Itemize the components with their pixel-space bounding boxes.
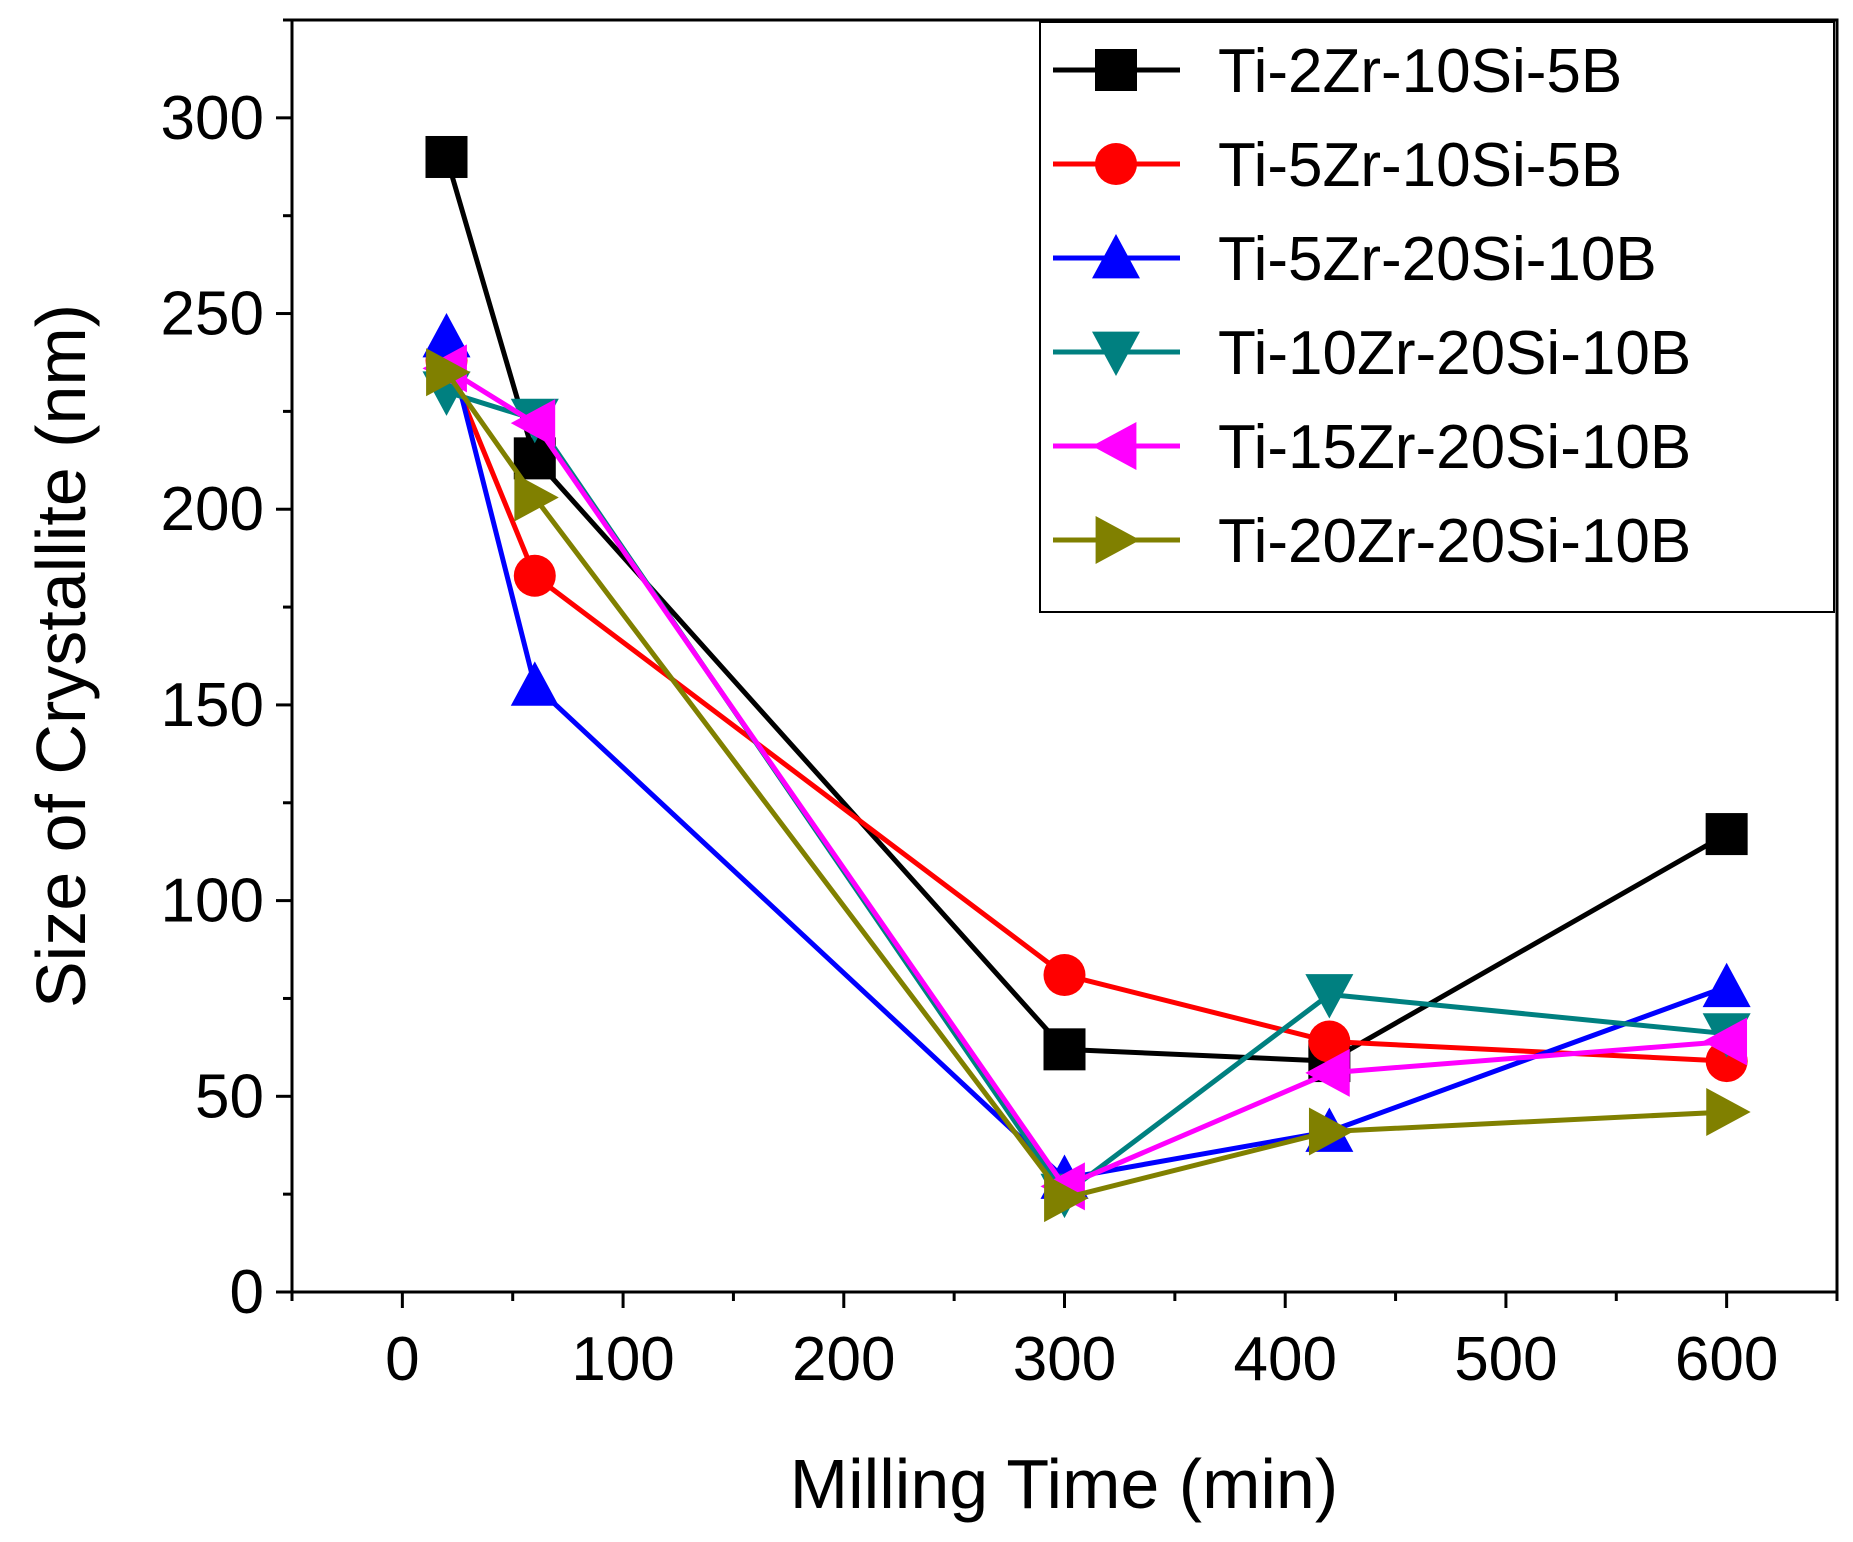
x-axis: 0 100 200 300 400 500 600 bbox=[290, 1292, 1839, 1394]
data-point bbox=[510, 399, 556, 448]
x-tick-label: 0 bbox=[385, 1325, 419, 1394]
data-point bbox=[1706, 1087, 1751, 1136]
data-point bbox=[1702, 962, 1751, 1008]
legend-label: Ti-5Zr-20Si-10B bbox=[1218, 225, 1657, 294]
x-tick-label: 500 bbox=[1454, 1325, 1557, 1394]
legend-label: Ti-5Zr-10Si-5B bbox=[1218, 131, 1622, 200]
x-tick-label: 600 bbox=[1675, 1325, 1778, 1394]
legend-marker bbox=[1092, 234, 1140, 279]
legend-item: Ti-2Zr-10Si-5B bbox=[1053, 37, 1622, 106]
data-point bbox=[1305, 974, 1354, 1019]
y-tick-label: 150 bbox=[161, 671, 264, 740]
data-point bbox=[513, 554, 556, 597]
data-point bbox=[1702, 1017, 1748, 1066]
x-tick-label: 300 bbox=[1013, 1325, 1116, 1394]
legend-label: Ti-2Zr-10Si-5B bbox=[1218, 37, 1622, 106]
data-point bbox=[1705, 813, 1748, 856]
legend-marker bbox=[1095, 143, 1137, 185]
legend-marker bbox=[1092, 331, 1140, 376]
legend-item: Ti-5Zr-20Si-10B bbox=[1053, 225, 1657, 294]
x-tick-label: 100 bbox=[571, 1325, 674, 1394]
data-point bbox=[514, 473, 559, 522]
legend-label: Ti-10Zr-20Si-10B bbox=[1218, 319, 1691, 388]
data-point bbox=[1305, 1048, 1350, 1097]
legend-marker bbox=[1095, 516, 1140, 564]
series-layer bbox=[422, 135, 1751, 1223]
data-point bbox=[1308, 1107, 1354, 1156]
legend-label: Ti-20Zr-20Si-10B bbox=[1218, 507, 1691, 576]
y-tick-label: 200 bbox=[161, 475, 264, 544]
data-point bbox=[1043, 1028, 1086, 1071]
legend-box bbox=[1039, 21, 1835, 613]
legend-item: Ti-20Zr-20Si-10B bbox=[1053, 507, 1691, 576]
y-axis-title: Size of Crystallite (nm) bbox=[22, 304, 100, 1008]
data-point bbox=[1308, 1020, 1351, 1063]
data-point bbox=[425, 135, 468, 178]
x-tick-label: 400 bbox=[1233, 1325, 1336, 1394]
data-point bbox=[510, 661, 559, 706]
y-tick-label: 0 bbox=[230, 1258, 264, 1327]
x-axis-title: Milling Time (min) bbox=[790, 1445, 1338, 1523]
legend-marker bbox=[1092, 422, 1137, 470]
legend-item: Ti-10Zr-20Si-10B bbox=[1053, 319, 1691, 388]
legend-item: Ti-15Zr-20Si-10B bbox=[1053, 413, 1691, 482]
y-tick-label: 300 bbox=[161, 84, 264, 153]
legend-marker bbox=[1095, 49, 1137, 91]
data-point bbox=[422, 313, 471, 358]
legend-label: Ti-15Zr-20Si-10B bbox=[1218, 413, 1691, 482]
y-tick-label: 100 bbox=[161, 867, 264, 936]
x-tick-label: 200 bbox=[792, 1325, 895, 1394]
y-tick-label: 250 bbox=[161, 280, 264, 349]
y-axis: 0 50 100 150 200 250 300 bbox=[161, 18, 292, 1327]
legend-item: Ti-5Zr-10Si-5B bbox=[1053, 131, 1622, 200]
legend: Ti-2Zr-10Si-5B Ti-5Zr-10Si-5B Ti-5Zr-20Si-… bbox=[1039, 21, 1835, 613]
data-point bbox=[1044, 1174, 1089, 1223]
y-tick-label: 50 bbox=[195, 1062, 264, 1131]
data-point bbox=[1043, 953, 1086, 996]
series-5 bbox=[426, 348, 1751, 1223]
data-point bbox=[426, 348, 471, 397]
